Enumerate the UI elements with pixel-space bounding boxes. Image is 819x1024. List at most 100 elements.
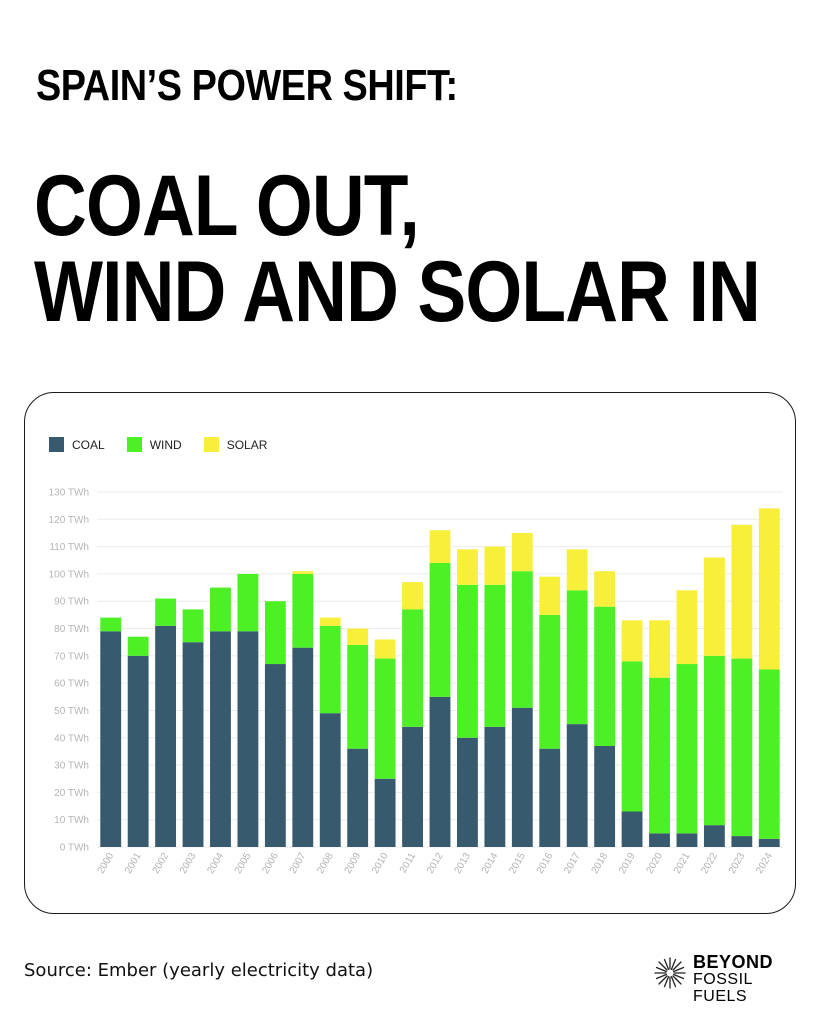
x-tick-label: 2022 bbox=[699, 851, 720, 876]
x-tick-label: 2007 bbox=[288, 851, 309, 876]
bar-coal-2007 bbox=[292, 647, 314, 847]
bar-wind-2018 bbox=[594, 606, 616, 746]
bar-solar-2024 bbox=[758, 508, 780, 670]
bar-coal-2011 bbox=[402, 726, 423, 847]
y-tick-label: 60 TWh bbox=[54, 679, 89, 690]
legend-swatch-wind bbox=[126, 437, 142, 452]
bar-wind-2017 bbox=[566, 590, 588, 725]
x-tick-label: 2004 bbox=[205, 851, 226, 876]
bar-coal-2017 bbox=[566, 724, 588, 847]
bar-solar-2017 bbox=[566, 549, 588, 591]
bar-solar-2016 bbox=[539, 576, 561, 615]
bar-coal-2000 bbox=[100, 631, 122, 847]
bar-solar-2013 bbox=[457, 549, 478, 585]
bar-wind-2009 bbox=[347, 644, 369, 749]
x-tick-label: 2019 bbox=[617, 851, 638, 876]
logo-word-fossil-fuels: FOSSIL FUELS bbox=[693, 971, 753, 1005]
x-tick-label: 2000 bbox=[96, 851, 117, 876]
bar-solar-2007 bbox=[292, 571, 314, 574]
x-tick-label: 2001 bbox=[123, 851, 144, 876]
bar-wind-2006 bbox=[264, 601, 286, 665]
bar-solar-2011 bbox=[402, 582, 423, 610]
bar-wind-2024 bbox=[758, 669, 780, 839]
y-tick-label: 120 TWh bbox=[49, 515, 89, 526]
bar-solar-2014 bbox=[484, 546, 506, 585]
legend-item-wind: WIND bbox=[126, 437, 182, 452]
bar-solar-2012 bbox=[429, 530, 451, 563]
bar-coal-2005 bbox=[237, 631, 259, 847]
legend-label-coal: COAL bbox=[72, 437, 105, 452]
legend-swatch-coal bbox=[49, 437, 64, 452]
bar-solar-2018 bbox=[594, 571, 616, 607]
y-tick-label: 70 TWh bbox=[54, 651, 89, 662]
bar-wind-2000 bbox=[100, 617, 122, 632]
headline-main-line-1: COAL OUT, bbox=[34, 158, 420, 254]
chart-card: COAL WIND SOLAR 0 TWh 10 TWh 20 TWh 30 TWh 4… bbox=[24, 392, 796, 914]
bar-coal-2012 bbox=[429, 696, 451, 847]
legend-item-coal: COAL bbox=[49, 437, 105, 452]
x-tick-label: 2013 bbox=[452, 851, 473, 876]
bar-coal-2019 bbox=[621, 811, 643, 847]
bar-wind-2013 bbox=[457, 584, 478, 738]
bar-wind-2019 bbox=[621, 661, 643, 812]
headline-main: COAL OUT, WIND AND SOLAR IN bbox=[34, 158, 761, 335]
bar-wind-2010 bbox=[374, 658, 396, 779]
bar-wind-2007 bbox=[292, 573, 314, 648]
y-tick-label: 0 TWh bbox=[60, 843, 89, 854]
bar-solar-2010 bbox=[374, 639, 396, 659]
y-tick-label: 80 TWh bbox=[54, 624, 89, 635]
y-tick-label: 110 TWh bbox=[49, 542, 89, 553]
bar-coal-2004 bbox=[210, 631, 231, 847]
bar-wind-2004 bbox=[210, 587, 231, 632]
bar-solar-2019 bbox=[621, 620, 643, 662]
bar-solar-2023 bbox=[731, 524, 753, 659]
bar-coal-2015 bbox=[511, 707, 533, 847]
bar-wind-2003 bbox=[182, 609, 204, 643]
bar-wind-2015 bbox=[511, 571, 533, 708]
x-tick-label: 2003 bbox=[178, 851, 199, 876]
logo-wordmark: BEYOND FOSSIL FUELS bbox=[693, 952, 803, 1005]
bar-coal-2013 bbox=[457, 737, 478, 847]
legend-label-solar: SOLAR bbox=[226, 437, 268, 452]
starburst-icon bbox=[654, 957, 686, 989]
bar-solar-2008 bbox=[319, 617, 341, 626]
y-tick-label: 130 TWh bbox=[49, 488, 89, 499]
bar-coal-2023 bbox=[731, 836, 753, 847]
bar-solar-2009 bbox=[347, 628, 369, 645]
bar-solar-2020 bbox=[649, 620, 670, 678]
bar-wind-2001 bbox=[127, 636, 149, 656]
stacked-bar-chart: 0 TWh 10 TWh 20 TWh 30 TWh 40 TWh 50 TWh 60 TW… bbox=[49, 488, 783, 876]
x-tick-label: 2014 bbox=[480, 851, 501, 876]
beyond-fossil-fuels-logo: BEYOND FOSSIL FUELS bbox=[653, 953, 803, 1005]
bar-coal-2009 bbox=[347, 748, 369, 847]
bar-coal-2014 bbox=[484, 726, 506, 847]
x-tick-label: 2006 bbox=[260, 851, 281, 876]
headline-kicker: SPAIN’S POWER SHIFT: bbox=[36, 61, 458, 110]
bar-coal-2001 bbox=[127, 655, 149, 847]
bar-wind-2012 bbox=[429, 563, 451, 697]
bar-wind-2011 bbox=[402, 609, 423, 727]
logo-word-beyond: BEYOND bbox=[693, 952, 774, 972]
chart-legend: COAL WIND SOLAR bbox=[49, 437, 267, 452]
bar-coal-2018 bbox=[594, 745, 616, 847]
x-tick-label: 2021 bbox=[672, 851, 693, 876]
bar-wind-2005 bbox=[237, 573, 259, 632]
legend-swatch-solar bbox=[203, 437, 219, 452]
x-tick-label: 2002 bbox=[151, 851, 172, 876]
bar-wind-2016 bbox=[539, 614, 561, 749]
bar-coal-2002 bbox=[155, 625, 177, 847]
bar-wind-2022 bbox=[703, 655, 725, 826]
bar-coal-2022 bbox=[703, 825, 725, 847]
x-tick-label: 2023 bbox=[727, 851, 748, 876]
x-tick-label: 2015 bbox=[507, 851, 528, 876]
x-tick-label: 2005 bbox=[233, 851, 254, 876]
bar-coal-2016 bbox=[539, 748, 561, 847]
bar-solar-2022 bbox=[703, 557, 725, 656]
bar-solar-2015 bbox=[511, 532, 533, 572]
y-tick-label: 30 TWh bbox=[54, 761, 89, 772]
bar-wind-2014 bbox=[484, 584, 506, 727]
bar-wind-2023 bbox=[731, 658, 753, 837]
bar-solar-2021 bbox=[676, 590, 698, 665]
bar-coal-2020 bbox=[649, 833, 670, 847]
x-tick-label: 2008 bbox=[315, 851, 336, 876]
